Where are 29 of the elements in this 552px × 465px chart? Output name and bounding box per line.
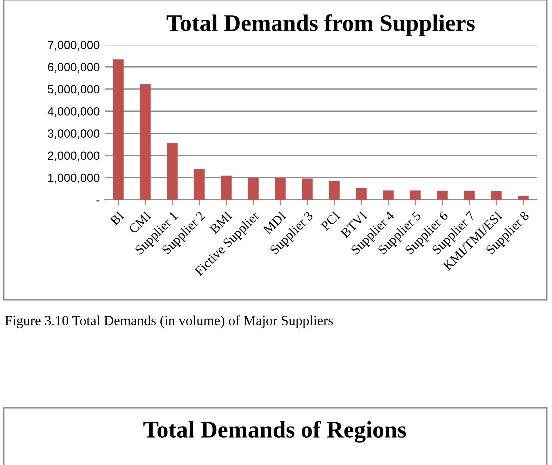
bar — [275, 178, 286, 200]
text: Total Demands of Regions — [144, 421, 406, 443]
bar — [329, 180, 340, 200]
bar — [248, 178, 259, 200]
bar — [194, 169, 205, 200]
y-tick-label: 3,000,000 — [48, 130, 100, 140]
y-tick-label: 5,000,000 — [48, 85, 100, 96]
y-tick-label: 2,000,000 — [48, 152, 100, 162]
x-tick-label: BI — [110, 211, 125, 226]
bar — [518, 196, 529, 200]
bar — [113, 60, 124, 200]
bar — [356, 188, 367, 200]
y-tick-label: 1,000,000 — [48, 174, 100, 184]
bar — [464, 190, 475, 200]
bar — [410, 190, 421, 200]
y-tick-label: 6,000,000 — [48, 63, 100, 73]
chart-title: Total Demands from Suppliers — [166, 14, 475, 36]
bar — [437, 190, 448, 200]
bar — [383, 190, 394, 200]
bar — [221, 176, 232, 200]
y-tick-label: 4,000,000 — [48, 107, 100, 118]
caption: Figure 3.10 Total Demands (in volume) of Major Suppliers — [5, 316, 334, 328]
bar — [167, 143, 178, 200]
y-tick-label: - — [96, 200, 100, 202]
x-tick-label: PCI — [320, 211, 341, 232]
bar — [140, 84, 151, 200]
y-tick-label: 7,000,000 — [48, 41, 100, 51]
bar — [302, 178, 313, 200]
bar — [491, 191, 502, 200]
